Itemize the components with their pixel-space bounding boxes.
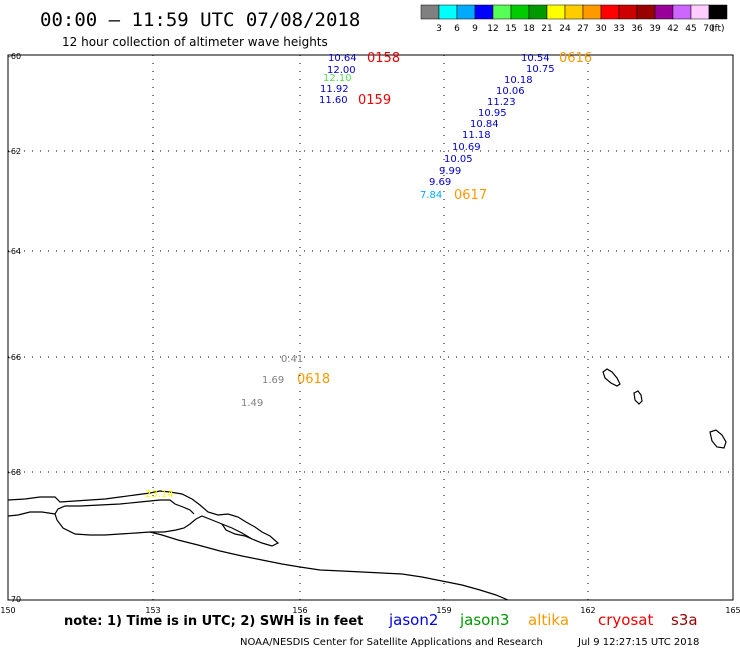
satellite-name: s3a — [671, 611, 698, 629]
longitude-label: 162 — [580, 606, 595, 615]
legend-swatch — [636, 4, 656, 20]
legend-swatch — [492, 4, 512, 20]
pass-time-label: 0158 — [367, 51, 400, 66]
map-frame — [7, 54, 734, 601]
legend-label: 36 — [631, 24, 643, 34]
antarctic-coastline — [7, 490, 280, 547]
longitude-label: 159 — [436, 606, 451, 615]
legend-label: 3 — [436, 24, 442, 34]
wave-height-value: 10.05 — [444, 154, 473, 165]
legend-label: 42 — [667, 24, 678, 34]
wave-height-value: 10.06 — [496, 86, 525, 97]
latitude-label: -66 — [8, 353, 21, 362]
map-subtitle: 12 hour collection of altimeter wave hei… — [62, 35, 328, 49]
footer-timestamp: Jul 9 12:27:15 UTC 2018 — [577, 637, 699, 648]
satellite-name: jason2 — [388, 611, 438, 629]
legend-label: 6 — [454, 24, 460, 34]
pass-time-labels: 0158 0159 0616 0617 0618 — [297, 51, 592, 387]
wave-height-value: 10.69 — [452, 142, 481, 153]
legend-label: 30 — [595, 24, 607, 34]
legend-swatch — [672, 4, 692, 20]
satellite-name: jason3 — [459, 611, 509, 629]
wave-height-value: 11.92 — [320, 84, 349, 95]
longitude-label: 156 — [292, 606, 307, 615]
pass-time-label: 0617 — [454, 188, 487, 203]
island-north — [602, 368, 621, 387]
legend-swatch — [456, 4, 476, 20]
legend-label: 27 — [577, 24, 588, 34]
legend-swatch — [618, 4, 638, 20]
axis-labels: -60 -62 -64 -66 -68 -70 150 153 156 159 162 165 — [0, 52, 740, 615]
latitude-label: -60 — [8, 52, 21, 61]
wave-height-value: 1.49 — [241, 398, 263, 409]
wave-height-value: 11.18 — [462, 130, 491, 141]
wave-height-value: 10.18 — [504, 75, 533, 86]
satellite-name: altika — [528, 611, 569, 629]
legend-label: 18 — [523, 24, 535, 34]
longitude-label: 150 — [0, 606, 15, 615]
legend-label: 39 — [649, 24, 661, 34]
pass-time-label: 0159 — [358, 93, 391, 108]
legend-label: 21 — [541, 24, 552, 34]
antarctic-coastline-bay — [221, 523, 253, 540]
latitude-label: -64 — [8, 247, 21, 256]
wave-height-value: 12.00 — [327, 65, 356, 76]
longitude-label: 165 — [725, 606, 740, 615]
map-title: 00:00 – 11:59 UTC 07/08/2018 — [40, 9, 360, 31]
legend-swatch — [564, 4, 584, 20]
legend-label: 24 — [559, 24, 571, 34]
legend-swatch — [420, 4, 440, 20]
wave-height-value: 10.64 — [328, 53, 357, 64]
wave-height-value: 7.84 — [420, 190, 442, 201]
legend-label: 9 — [472, 24, 478, 34]
pass-time-label: 0618 — [297, 372, 330, 387]
legend-label: 15 — [505, 24, 516, 34]
wave-height-value: 23.14 — [145, 489, 174, 500]
legend-swatch — [474, 4, 494, 20]
wave-height-value: 1.69 — [262, 375, 284, 386]
wave-height-value: 12.10 — [323, 73, 352, 84]
wave-height-value: 11.60 — [319, 95, 348, 106]
wave-height-value: 9.99 — [439, 166, 461, 177]
longitude-label: 153 — [145, 606, 160, 615]
latitude-label: -70 — [8, 595, 21, 604]
legend-swatch — [600, 4, 620, 20]
wave-height-value: 10.84 — [470, 119, 499, 130]
satellite-legend: jason2 jason3 altika cryosat s3a — [388, 611, 698, 629]
antarctic-coastline-east — [7, 511, 56, 517]
legend-label: 33 — [613, 24, 624, 34]
latitude-label: -62 — [8, 147, 21, 156]
legend-label: 45 — [685, 24, 696, 34]
wave-height-value: 10.54 — [521, 53, 550, 64]
island-south — [709, 429, 727, 449]
wave-height-value: 10.95 — [478, 108, 507, 119]
pass-time-label: 0616 — [559, 51, 592, 66]
wave-height-value: 10.75 — [526, 64, 555, 75]
legend-swatch — [582, 4, 602, 20]
legend-label: 70 — [703, 24, 715, 34]
legend-swatch — [654, 4, 674, 20]
footer-credit: NOAA/NESDIS Center for Satellite Applica… — [240, 637, 543, 648]
footer-note: note: 1) Time is in UTC; 2) SWH is in fe… — [64, 614, 363, 629]
satellite-name: cryosat — [598, 611, 653, 629]
wave-height-value: 0.41 — [281, 354, 303, 365]
lat-lon-grid — [8, 55, 733, 600]
latitude-label: -68 — [8, 468, 21, 477]
wave-height-value: 9.69 — [429, 177, 451, 188]
legend-swatch — [708, 4, 728, 20]
legend-swatch — [690, 4, 710, 20]
color-legend: 3 6 9 12 15 18 21 24 27 30 33 36 39 42 45 70(ft) — [420, 4, 728, 34]
legend-unit: (ft) — [711, 24, 725, 34]
legend-label: 12 — [487, 24, 498, 34]
legend-swatch — [510, 4, 530, 20]
legend-swatch — [546, 4, 566, 20]
legend-swatch — [528, 4, 548, 20]
legend-swatch — [438, 4, 458, 20]
island-middle — [633, 390, 643, 405]
antarctic-coastline-inner — [149, 531, 509, 601]
wave-height-value: 11.23 — [487, 97, 516, 108]
